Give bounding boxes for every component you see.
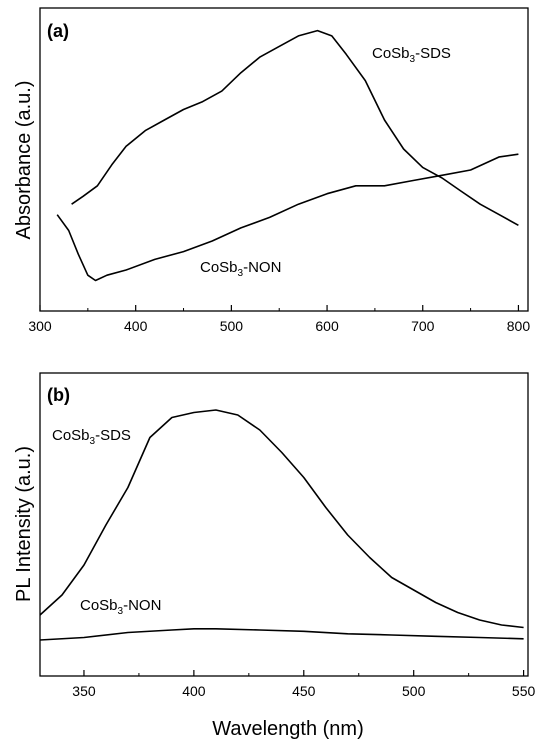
panel-a-x-tick-label-4: 700 bbox=[411, 318, 435, 334]
panel-b-series bbox=[39, 409, 524, 641]
panel-a-series-line-non bbox=[56, 153, 519, 282]
panel-b-series-line-sds bbox=[39, 409, 524, 629]
panel-a-y-axis-title: Absorbance (a.u.) bbox=[13, 81, 35, 240]
panel-a-series bbox=[56, 29, 519, 282]
panel-b-x-tick-label-3: 500 bbox=[402, 683, 426, 699]
panel-a-x-ticks: 300 400 500 600 700 800 bbox=[28, 305, 530, 334]
panel-b-x-tick-label-2: 450 bbox=[292, 683, 316, 699]
panel-a-x-tick-label-5: 800 bbox=[507, 318, 531, 334]
panel-b-x-ticks: 350 400 450 500 550 bbox=[72, 670, 535, 699]
panel-b-x-axis-title: Wavelength (nm) bbox=[212, 718, 364, 740]
panel-b-x-tick-label-1: 400 bbox=[182, 683, 206, 699]
panel-b-pl: (b) PL Intensity (a.u.) 350 400 450 500 550 … bbox=[13, 372, 535, 740]
panel-b-y-axis-title: PL Intensity (a.u.) bbox=[13, 446, 35, 602]
panel-b-series-line-non bbox=[39, 628, 524, 641]
panel-b-label: (b) bbox=[47, 385, 70, 405]
panel-a-series-line-sds bbox=[71, 29, 519, 226]
panel-a-label-sds: CoSb3-SDS bbox=[372, 45, 451, 65]
panel-b-label-non: CoSb3-NON bbox=[80, 597, 161, 617]
panel-a-frame bbox=[39, 7, 529, 312]
panel-b-label-sds: CoSb3-SDS bbox=[52, 427, 131, 447]
panel-a-x-tick-label-0: 300 bbox=[28, 318, 52, 334]
panel-a-x-tick-label-3: 600 bbox=[315, 318, 339, 334]
panel-a-absorbance: (a) Absorbance (a.u.) 300 400 500 600 700 800… bbox=[13, 7, 530, 334]
panel-b-frame bbox=[39, 372, 529, 677]
panel-a-label-non: CoSb3-NON bbox=[200, 259, 281, 279]
panel-b-x-tick-label-4: 550 bbox=[512, 683, 536, 699]
panel-a-x-tick-label-2: 500 bbox=[220, 318, 244, 334]
panel-a-x-tick-label-1: 400 bbox=[124, 318, 148, 334]
panel-a-label: (a) bbox=[47, 21, 69, 41]
panel-b-x-tick-label-0: 350 bbox=[72, 683, 96, 699]
